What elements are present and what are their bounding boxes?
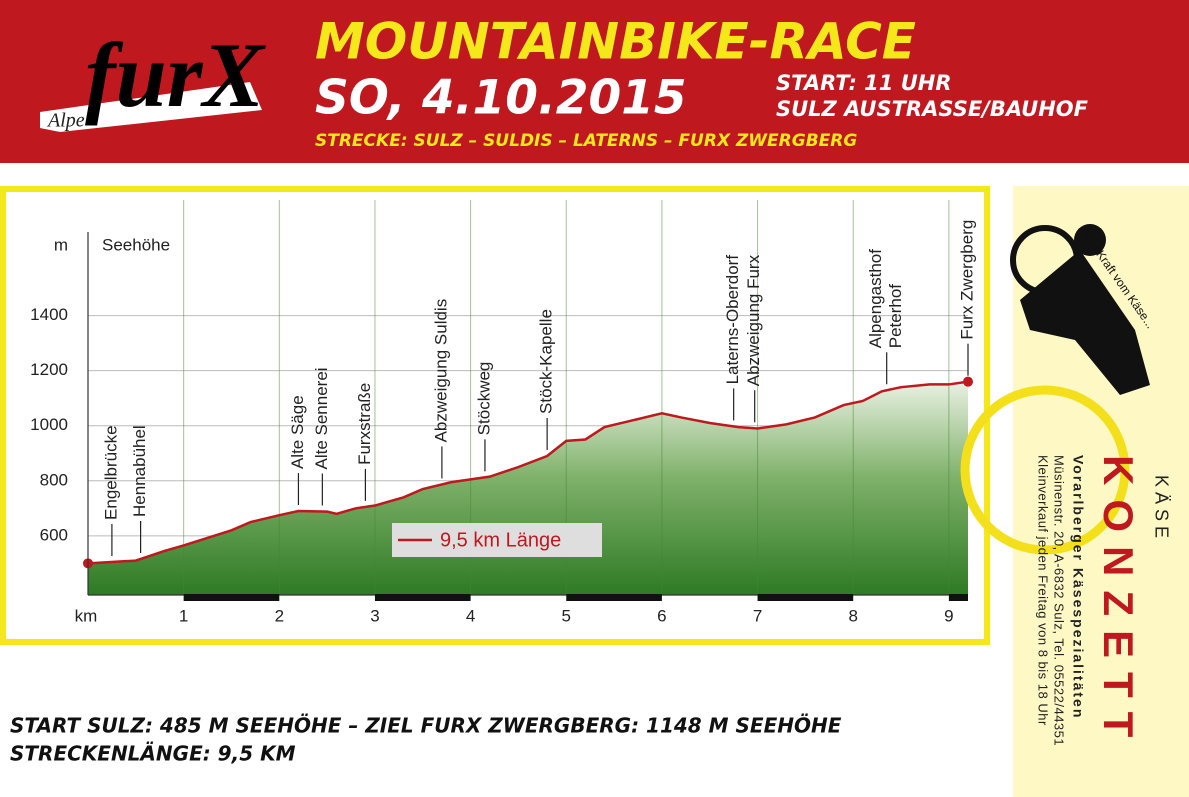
x-tick-label: 3 xyxy=(370,606,379,625)
title: MOUNTAINBIKE-RACE xyxy=(315,13,916,71)
annotation-label: Alte Säge xyxy=(288,395,307,469)
chart: 600 800 1000 1200 1400 m Seehöhe km 1 2 3 4 5 6 7 8 9 Eng… xyxy=(30,200,976,625)
logo-small: Alpe xyxy=(46,110,85,132)
sponsor-address: Müsinenstr. 20, A-6832 Sulz, Tel. 05522/… xyxy=(1052,455,1067,746)
route: STRECKE: SULZ – SULDIS – LATERNS – FURX … xyxy=(315,131,857,151)
scale-bar xyxy=(374,594,471,601)
banner xyxy=(0,0,1189,163)
cyclist xyxy=(1020,250,1150,395)
y-unit: m xyxy=(54,235,68,254)
x-tick-label: 9 xyxy=(944,606,953,625)
cyclist-head xyxy=(1074,224,1106,256)
y-label: Seehöhe xyxy=(102,235,170,254)
end-point xyxy=(963,376,973,387)
scale-bar xyxy=(948,594,968,601)
area xyxy=(88,381,968,595)
x-tick-label: 4 xyxy=(466,606,475,625)
scale-bar xyxy=(757,594,854,601)
y-tick-label: 1200 xyxy=(30,360,68,379)
x-tick-label: 5 xyxy=(562,606,571,625)
scale-bar xyxy=(566,594,662,601)
legend-label: 9,5 km Länge xyxy=(440,529,561,551)
annotation-label: Furxstraße xyxy=(355,383,374,465)
x-tick-label: 1 xyxy=(179,606,188,625)
annotation-label: Abzweigung Suldis xyxy=(431,299,450,443)
x-tick-label: 2 xyxy=(275,606,284,625)
sponsor-kind: K Ä S E xyxy=(1151,475,1171,538)
footer-line: STRECKENLÄNGE: 9,5 KM xyxy=(10,742,296,766)
y-tick-label: 1000 xyxy=(30,415,68,434)
annotation-label: Alpengasthof xyxy=(866,249,885,349)
scale-bar xyxy=(183,594,280,601)
annotation-label: Engelbrücke xyxy=(101,425,120,520)
x-tick-label: km xyxy=(75,606,98,625)
logo: furX xyxy=(85,24,267,126)
wheel xyxy=(960,385,1130,555)
y-tick-label: 800 xyxy=(40,470,68,489)
footer-line: START SULZ: 485 M SEEHÖHE – ZIEL FURX ZW… xyxy=(10,714,842,738)
sponsor-name: KONZETT xyxy=(1095,455,1142,751)
annotation-label: Stöckweg xyxy=(474,362,493,436)
annotation-label: Hennabühel xyxy=(130,425,149,517)
location: SULZ AUSTRASSE/BAUHOF xyxy=(776,97,1089,121)
logo-swoosh xyxy=(40,82,262,132)
line xyxy=(87,380,969,565)
start: START: 11 UHR xyxy=(776,71,952,95)
annotation-label: Furx Zwergberg xyxy=(957,220,976,340)
annotation-label: Laterns-Oberdorf xyxy=(723,255,742,385)
annotation-label: Peterhof xyxy=(886,284,905,349)
x-tick-label: 6 xyxy=(657,606,666,625)
annotation-label: Alte Sennerei xyxy=(312,367,331,469)
date: SO, 4.10.2015 xyxy=(315,71,687,126)
annotation-label: Abzweigung Furx xyxy=(744,254,763,386)
annotation-label: Stöck-Kapelle xyxy=(537,309,556,414)
sponsor-tagline: Vorarlberger Käsespezialitäten xyxy=(1070,455,1086,719)
y-tick-label: 600 xyxy=(40,525,68,544)
y-tick-label: 1400 xyxy=(30,305,68,324)
x-tick-label: 8 xyxy=(848,606,857,625)
x-tick-label: 7 xyxy=(753,606,762,625)
sponsor-hours: Kleinverkauf jeden Freitag von 8 bis 18 … xyxy=(1036,455,1051,726)
